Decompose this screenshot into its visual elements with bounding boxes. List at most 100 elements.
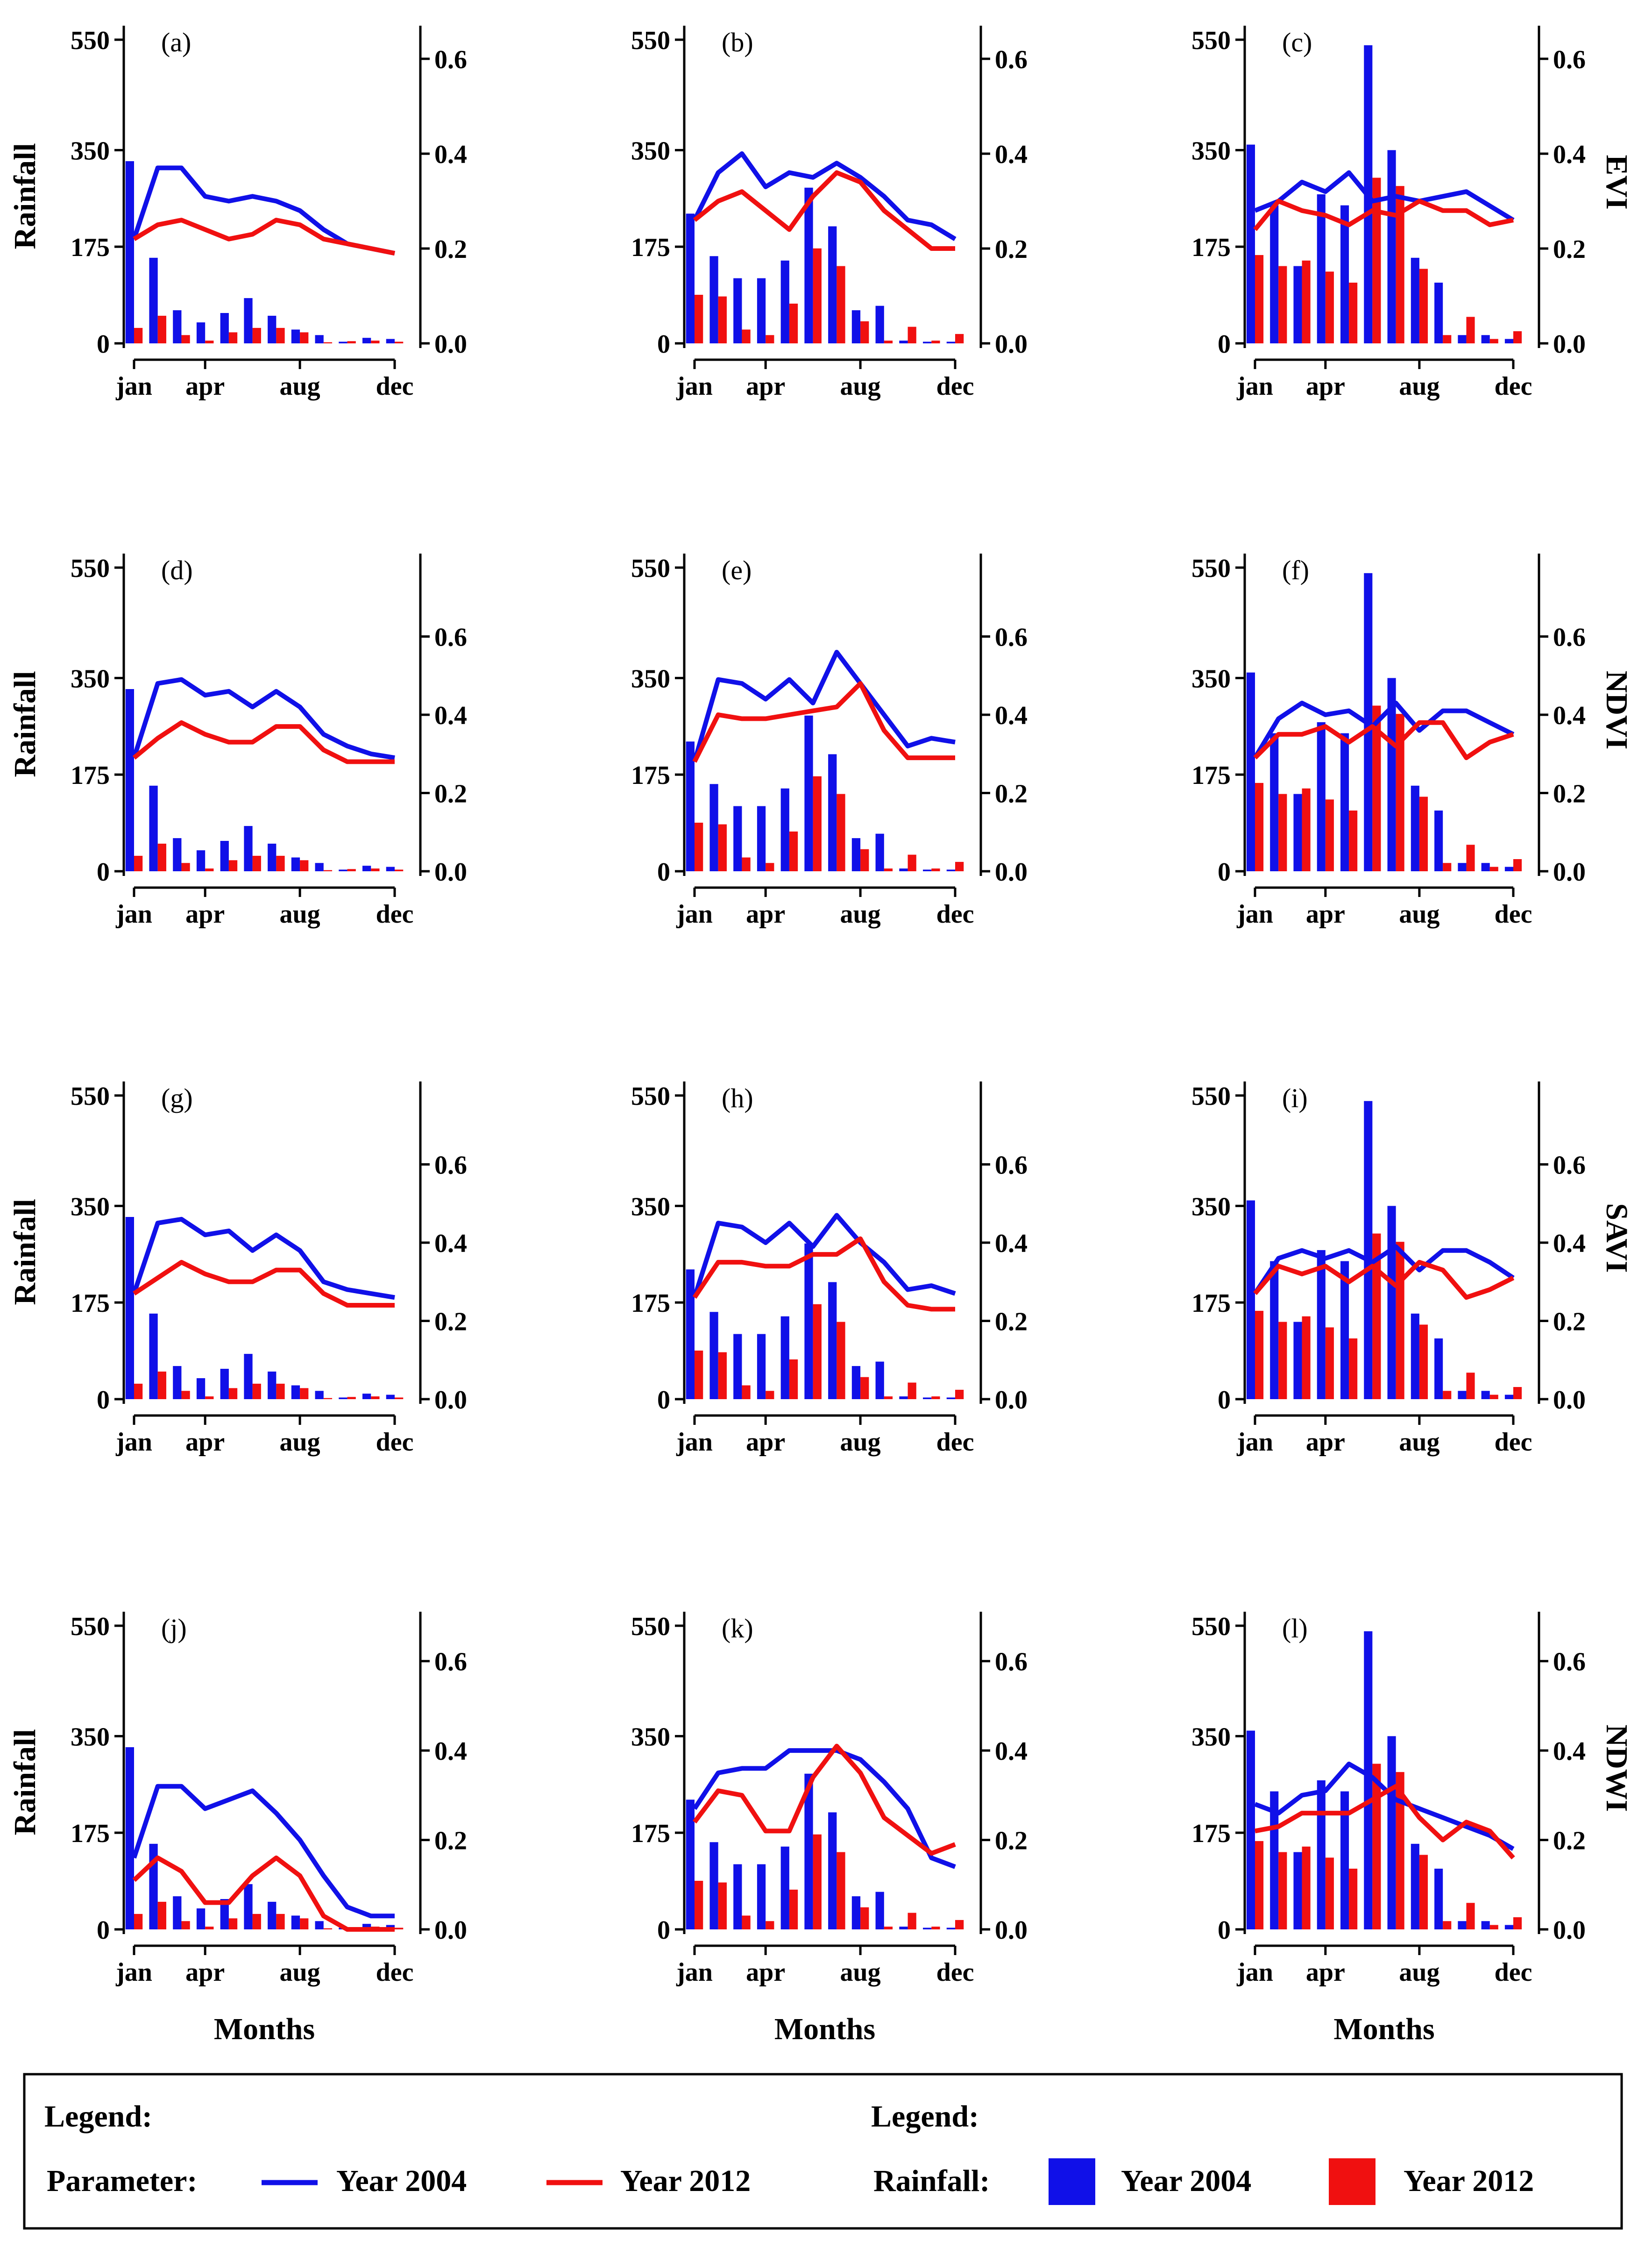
bar-2004-m9 (875, 833, 884, 871)
bar-2004-m10 (899, 868, 908, 871)
bar-2004-m7 (268, 1901, 277, 1929)
bar-2004-m11 (362, 866, 371, 871)
bar-2004-m1 (1246, 1200, 1255, 1399)
month-tick-label: apr (1306, 1428, 1345, 1457)
month-tick-label: jan (1236, 372, 1273, 401)
right-tick-label: 0.0 (995, 330, 1028, 359)
bar-2004-m7 (1387, 1206, 1396, 1399)
month-tick-label: jan (676, 1958, 713, 1987)
left-tick-label: 550 (1191, 554, 1231, 583)
line-2004 (132, 1784, 395, 1919)
line-2012 (692, 1236, 955, 1312)
month-tick-label: jan (1236, 1428, 1273, 1457)
left-tick-label: 175 (71, 1819, 110, 1848)
bar-2012-m4 (766, 863, 774, 871)
bar-2004-m11 (362, 1394, 371, 1399)
bar-2004-m1 (1246, 1730, 1255, 1929)
month-tick-label: dec (376, 372, 414, 401)
bar-2004-m10 (1458, 335, 1467, 343)
bar-2012-m6 (813, 248, 822, 343)
month-tick-label: dec (1495, 1958, 1532, 1987)
bar-2012-m5 (228, 1918, 238, 1929)
bar-2012-m1 (1255, 255, 1264, 343)
line-2004 (1253, 700, 1515, 759)
bar-2004-m10 (1458, 863, 1467, 871)
left-tick-label: 0 (657, 858, 670, 887)
right-tick-label: 0.4 (995, 701, 1028, 730)
month-tick-label: aug (280, 1428, 320, 1457)
left-tick-label: 350 (71, 1192, 110, 1221)
bar-2012-m9 (323, 1398, 333, 1399)
bar-2004-m2 (1270, 733, 1279, 871)
panel-label: (j) (161, 1613, 187, 1643)
bar-2004-m4 (757, 278, 766, 343)
left-tick-label: 550 (1191, 1612, 1231, 1641)
bar-2004-m1 (125, 1747, 134, 1929)
bar-2004-m8 (1411, 257, 1419, 343)
line-2012 (132, 720, 395, 764)
month-tick-label: apr (1306, 1958, 1345, 1987)
bar-2004-m3 (1293, 266, 1302, 343)
right-tick-label: 0.2 (1553, 780, 1586, 809)
right-tick-label: 0.2 (434, 1827, 467, 1856)
right-tick-label: 0.2 (995, 235, 1028, 264)
bar-2012-m2 (1278, 794, 1287, 871)
bar-2004-m7 (268, 843, 277, 871)
bar-2012-m7 (837, 1852, 845, 1929)
bar-2012-m3 (181, 863, 190, 871)
right-tick-label: 0.4 (434, 140, 467, 169)
month-tick-label: aug (1399, 900, 1439, 929)
bar-2012-m10 (1466, 845, 1475, 871)
bar-2004-m7 (268, 315, 277, 343)
bar-2012-m8 (860, 321, 869, 343)
line-2012 (1253, 720, 1514, 761)
left-tick-label: 350 (1191, 664, 1231, 693)
bar-2012-m7 (276, 327, 285, 343)
legend-parameter-label: Parameter: (47, 2164, 197, 2198)
panel-c: 0 175 350 550 0.0 0.2 0.4 0.6 jan apr aug dec (c) EVI (1191, 26, 1634, 401)
bar-2012-m1 (695, 823, 703, 871)
bar-2004-m8 (291, 1915, 300, 1929)
right-tick-label: 0.0 (1553, 1916, 1586, 1945)
rainfall-axis-title: Rainfall (8, 143, 42, 249)
bar-2004-m12 (946, 341, 955, 343)
bar-2004-m12 (946, 1397, 955, 1399)
bar-2004-m4 (196, 322, 206, 343)
bar-2012-m3 (1302, 1316, 1311, 1399)
bar-2012-m12 (1513, 859, 1522, 871)
right-tick-label: 0.4 (434, 1229, 467, 1258)
right-tick-label: 0.4 (995, 1737, 1028, 1766)
right-tick-label: 0.2 (1553, 235, 1586, 264)
bar-2012-m12 (955, 334, 964, 343)
bar-2004-m1 (686, 1800, 695, 1929)
left-tick-label: 350 (631, 664, 670, 693)
line-2004 (1253, 1244, 1515, 1295)
bar-2012-m3 (742, 329, 751, 343)
bar-2004-m12 (1504, 1925, 1513, 1929)
bar-2012-m8 (860, 1377, 869, 1399)
right-tick-label: 0.0 (995, 858, 1028, 887)
bar-2004-m10 (1458, 1921, 1467, 1929)
right-tick-label: 0.6 (995, 45, 1028, 74)
right-tick-label: 0.0 (1553, 858, 1586, 887)
right-tick-label: 0.4 (434, 701, 467, 730)
left-tick-label: 550 (1191, 26, 1231, 55)
right-tick-label: 0.6 (1553, 1151, 1586, 1180)
left-tick-label: 550 (71, 1612, 110, 1641)
left-tick-label: 350 (1191, 1722, 1231, 1751)
line-2004 (692, 650, 956, 762)
left-tick-label: 0 (97, 330, 110, 359)
bar-2012-m5 (228, 332, 238, 343)
bar-2012-m8 (860, 1907, 869, 1929)
legend-frame (23, 2073, 1623, 2230)
bar-2004-m5 (1340, 733, 1349, 871)
left-tick-label: 0 (97, 858, 110, 887)
bar-2012-m10 (1466, 1373, 1475, 1399)
bar-2012-m4 (1325, 1857, 1334, 1929)
bar-2004-m4 (1317, 1780, 1326, 1929)
bar-2012-m5 (1349, 1869, 1358, 1929)
panel-label: (i) (1282, 1083, 1308, 1113)
left-tick-label: 350 (631, 1722, 670, 1751)
bar-2004-m8 (291, 857, 300, 871)
bar-2012-m6 (813, 1304, 822, 1399)
